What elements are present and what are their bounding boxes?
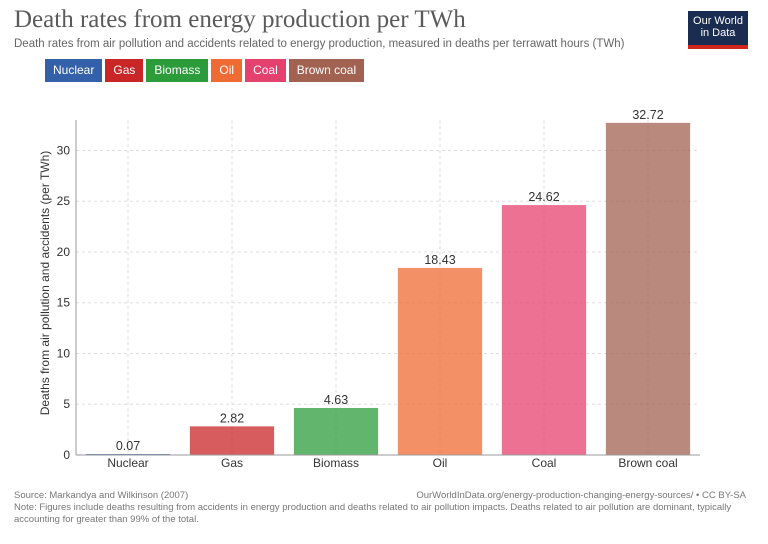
bar-gas[interactable] xyxy=(189,426,275,455)
chart-title: Death rates from energy production per T… xyxy=(14,6,466,33)
bar-coal[interactable] xyxy=(501,205,587,455)
logo-line-1: Our World xyxy=(693,15,743,27)
x-tick-label: Biomass xyxy=(313,456,359,470)
x-tick-labels: Nuclear Gas Biomass Oil Coal Brown coal xyxy=(107,456,677,470)
y-tick-label: 30 xyxy=(57,143,71,157)
legend-item-brown-coal[interactable]: Brown coal xyxy=(288,59,365,82)
x-tick-label: Oil xyxy=(433,456,448,470)
footnote: Note: Figures include deaths resulting f… xyxy=(14,502,732,525)
legend-item-gas[interactable]: Gas xyxy=(105,59,144,82)
value-label: 2.82 xyxy=(220,411,244,425)
chart-subtitle: Death rates from air pollution and accid… xyxy=(14,38,625,50)
value-labels: 0.07 2.82 4.63 18.43 24.62 32.72 xyxy=(116,108,664,453)
bar-brown-coal[interactable] xyxy=(605,122,691,456)
value-label: 0.07 xyxy=(116,439,140,453)
value-label: 32.72 xyxy=(632,108,663,122)
bar-oil[interactable] xyxy=(397,267,483,455)
x-tick-label: Brown coal xyxy=(618,456,677,470)
y-tick-label: 25 xyxy=(57,194,71,208)
legend-item-biomass[interactable]: Biomass xyxy=(146,59,209,82)
value-label: 18.43 xyxy=(424,253,455,267)
bar-biomass[interactable] xyxy=(293,407,379,455)
owid-logo[interactable]: Our World in Data xyxy=(688,11,748,49)
value-label: 4.63 xyxy=(324,393,348,407)
y-tick-labels: 0 5 10 15 20 25 30 xyxy=(57,143,71,462)
legend-item-oil[interactable]: Oil xyxy=(211,59,243,82)
source-url-link[interactable]: OurWorldInData.org/energy-production-cha… xyxy=(416,490,746,501)
y-tick-label: 0 xyxy=(63,448,70,462)
y-axis-label: Deaths from air pollution and accidents … xyxy=(38,151,52,416)
logo-line-2: in Data xyxy=(700,27,736,39)
bars xyxy=(85,122,691,456)
x-tick-label: Nuclear xyxy=(107,456,148,470)
legend-item-nuclear[interactable]: Nuclear xyxy=(45,59,103,82)
y-tick-label: 15 xyxy=(57,296,71,310)
y-tick-label: 20 xyxy=(57,245,71,259)
value-label: 24.62 xyxy=(528,190,559,204)
x-tick-label: Gas xyxy=(221,456,243,470)
x-tick-label: Coal xyxy=(532,456,557,470)
y-tick-label: 5 xyxy=(63,397,70,411)
legend: Nuclear Gas Biomass Oil Coal Brown coal xyxy=(45,59,365,82)
y-tick-label: 10 xyxy=(57,346,71,360)
legend-item-coal[interactable]: Coal xyxy=(245,59,286,82)
source-text: Source: Markandya and Wilkinson (2007) xyxy=(14,490,189,501)
